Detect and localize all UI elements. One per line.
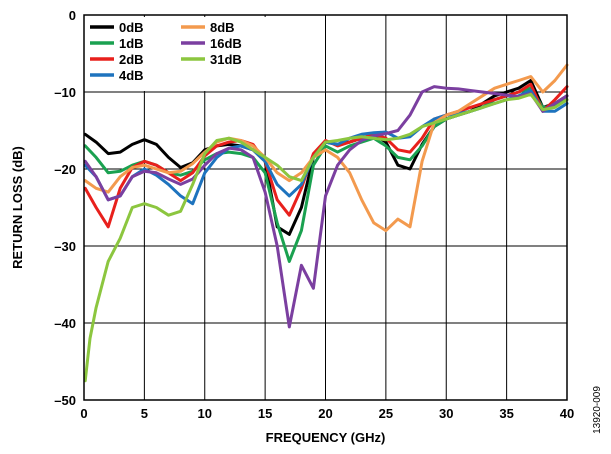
series-layer <box>83 63 569 383</box>
plot-frame <box>83 14 568 401</box>
y-tick-label: –20 <box>54 162 76 177</box>
x-axis-title: FREQUENCY (GHz) <box>266 430 386 445</box>
legend-label-1dB: 1dB <box>119 36 144 51</box>
y-tick-label: –30 <box>54 239 76 254</box>
tick-labels: 0 5 10 15 20 25 30 35 40 0 –10 –20 –30 –40 –50 <box>54 8 574 421</box>
series-line-16dB <box>83 85 569 329</box>
x-tick-label: 0 <box>80 406 87 421</box>
x-tick-label: 20 <box>318 406 332 421</box>
legend-label-31dB: 31dB <box>210 52 242 67</box>
x-tick-label: 30 <box>439 406 453 421</box>
legend-label-8dB: 8dB <box>210 20 235 35</box>
legend-label-4dB: 4dB <box>119 68 144 83</box>
legend-background <box>86 17 269 91</box>
legend-label-0dB: 0dB <box>119 20 144 35</box>
x-tick-label: 15 <box>258 406 272 421</box>
x-tick-label: 25 <box>379 406 393 421</box>
series-line-31dB <box>83 92 569 383</box>
x-tick-label: 5 <box>141 406 148 421</box>
x-tick-label: 10 <box>198 406 212 421</box>
x-tick-label: 35 <box>499 406 513 421</box>
y-axis-title: RETURN LOSS (dB) <box>10 146 25 269</box>
y-tick-label: –10 <box>54 85 76 100</box>
legend-label-16dB: 16dB <box>210 36 242 51</box>
figure-id: 13920-009 <box>592 386 603 434</box>
y-tick-label: 0 <box>69 8 76 23</box>
y-tick-label: –40 <box>54 316 76 331</box>
legend-label-2dB: 2dB <box>119 52 144 67</box>
series-line-2dB <box>83 82 569 229</box>
x-tick-label: 40 <box>560 406 574 421</box>
y-tick-label: –50 <box>54 393 76 408</box>
